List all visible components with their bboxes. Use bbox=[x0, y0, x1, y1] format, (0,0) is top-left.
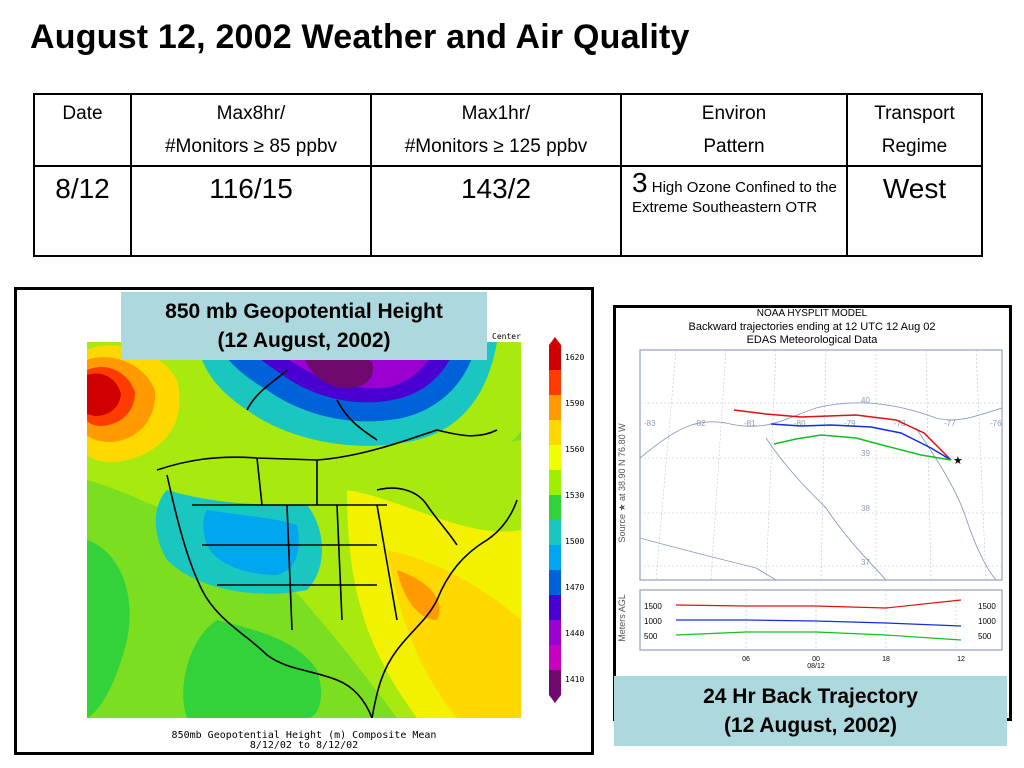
trajectory-label-line2: (12 August, 2002) bbox=[723, 714, 898, 737]
colorbar-tick-label: 1530 bbox=[565, 491, 584, 500]
environ-text: High Ozone Confined to the Extreme South… bbox=[632, 179, 837, 216]
height-level-label: 1000 bbox=[644, 617, 662, 626]
cell-environ: 3 High Ozone Confined to the Extreme Sou… bbox=[620, 165, 848, 257]
map-caption-line1: 850mb Geopotential Height (m) Composite … bbox=[172, 730, 437, 741]
page-title: August 12, 2002 Weather and Air Quality bbox=[30, 18, 690, 56]
traj-header-line3: EDAS Meteorological Data bbox=[747, 334, 879, 346]
trajectory-label-line1: 24 Hr Back Trajectory bbox=[703, 685, 918, 708]
colorbar-tick-label: 1470 bbox=[565, 583, 584, 592]
traj-header-line1: NOAA HYSPLIT MODEL bbox=[757, 308, 868, 319]
environ-number: 3 bbox=[632, 167, 648, 198]
colorbar-tick-label: 1560 bbox=[565, 445, 584, 454]
table-row: 8/12 116/15 143/2 3 High Ozone Confined … bbox=[33, 165, 983, 257]
colorbar-bottom-arrow bbox=[549, 695, 561, 703]
header-max8hr: Max8hr/#Monitors ≥ 85 ppbv bbox=[130, 93, 372, 167]
colorbar-tick-label: 1620 bbox=[565, 353, 584, 362]
map-label-line2: (12 August, 2002) bbox=[217, 329, 391, 352]
colorbar-segment bbox=[549, 570, 561, 595]
cell-max8hr: 116/15 bbox=[130, 165, 372, 257]
table-header-row: Date Max8hr/#Monitors ≥ 85 ppbv Max1hr/#… bbox=[33, 93, 983, 167]
map-label: 850 mb Geopotential Height (12 August, 2… bbox=[121, 292, 487, 360]
height-level-label: 1500 bbox=[644, 602, 662, 611]
height-level-label: 500 bbox=[978, 632, 992, 641]
header-max1hr: Max1hr/#Monitors ≥ 125 ppbv bbox=[370, 93, 622, 167]
colorbar-tick-label: 1500 bbox=[565, 537, 584, 546]
longitude-label: -81 bbox=[744, 419, 756, 428]
colorbar-tick-label: 1590 bbox=[565, 399, 584, 408]
time-label: 12 bbox=[957, 656, 965, 663]
trajectory-500m bbox=[773, 434, 952, 461]
cell-date: 8/12 bbox=[33, 165, 132, 257]
time-label: 06 bbox=[742, 656, 750, 663]
colorbar-segment bbox=[549, 670, 561, 695]
map-corner-text: Center bbox=[492, 332, 521, 341]
trajectory-plot: NOAA HYSPLIT MODEL Backward trajectories… bbox=[617, 308, 1003, 670]
height-level-label: 1000 bbox=[978, 617, 996, 626]
colorbar-top-arrow bbox=[549, 337, 561, 345]
cell-max1hr: 143/2 bbox=[370, 165, 622, 257]
colorbar-segment bbox=[549, 395, 561, 420]
colorbar-segment bbox=[549, 595, 561, 620]
colorbar-segment bbox=[549, 345, 561, 370]
map-label-line1: 850 mb Geopotential Height bbox=[165, 300, 443, 323]
header-environ: Environ Pattern bbox=[620, 93, 848, 167]
longitude-label: -79 bbox=[844, 419, 856, 428]
colorbar-segment bbox=[549, 370, 561, 395]
latitude-label: 39 bbox=[861, 449, 870, 458]
time-sublabel: 08/12 bbox=[807, 663, 825, 670]
colorbar-segment bbox=[549, 420, 561, 445]
longitude-label: -82 bbox=[694, 419, 706, 428]
longitude-label: -76 bbox=[990, 419, 1002, 428]
map-caption-line2: 8/12/02 to 8/12/02 bbox=[250, 740, 358, 751]
latitude-labels: 40 39 38 37 bbox=[861, 396, 870, 567]
latitude-label: 38 bbox=[861, 504, 870, 513]
colorbar-segment bbox=[549, 495, 561, 520]
colorbar: 1620 1590 1560 1530 1500 1470 1440 1410 bbox=[549, 337, 584, 703]
height-level-label: 500 bbox=[644, 632, 658, 641]
longitude-label: -78 bbox=[894, 419, 906, 428]
geopotential-map-panel: 1620 1590 1560 1530 1500 1470 1440 1410 Center … bbox=[14, 287, 594, 755]
header-transport: Transport Regime bbox=[846, 93, 983, 167]
latitude-label: 40 bbox=[861, 396, 870, 405]
height-level-label: 1500 bbox=[978, 602, 996, 611]
longitude-labels: -83 -82 -81 -80 -79 -78 -77 -76 bbox=[644, 419, 1002, 428]
cell-transport: West bbox=[846, 165, 983, 257]
colorbar-segment bbox=[549, 645, 561, 670]
time-label: 18 bbox=[882, 656, 890, 663]
height-trace-500m bbox=[675, 631, 962, 641]
height-level-labels: 1500 1500 1000 1000 500 500 bbox=[644, 602, 996, 641]
height-trace-1500m bbox=[675, 599, 962, 609]
longitude-label: -77 bbox=[944, 419, 956, 428]
colorbar-segment bbox=[549, 520, 561, 545]
trajectory-1500m bbox=[733, 409, 952, 461]
header-date: Date bbox=[33, 93, 132, 167]
trajectory-panel: NOAA HYSPLIT MODEL Backward trajectories… bbox=[613, 305, 1012, 721]
colorbar-tick-label: 1440 bbox=[565, 629, 584, 638]
colorbar-segment bbox=[549, 470, 561, 495]
traj-source-label: Source ★ at 38.90 N 76.80 W bbox=[617, 423, 627, 543]
trajectory-label: 24 Hr Back Trajectory (12 August, 2002) bbox=[614, 676, 1007, 746]
time-label: 00 bbox=[812, 656, 820, 663]
height-trace-1000m bbox=[676, 619, 962, 627]
time-labels: 06 00 18 12 bbox=[742, 656, 965, 663]
traj-header-line2: Backward trajectories ending at 12 UTC 1… bbox=[688, 321, 935, 333]
latitude-label: 37 bbox=[861, 558, 870, 567]
colorbar-segment bbox=[549, 545, 561, 570]
height-axis-label: Meters AGL bbox=[617, 594, 627, 642]
source-star-icon: ★ bbox=[953, 455, 963, 467]
summary-table: Date Max8hr/#Monitors ≥ 85 ppbv Max1hr/#… bbox=[33, 93, 983, 257]
colorbar-segment bbox=[549, 620, 561, 645]
longitude-label: -80 bbox=[794, 419, 806, 428]
longitude-label: -83 bbox=[644, 419, 656, 428]
trajectory-1000m bbox=[770, 423, 952, 461]
colorbar-tick-label: 1410 bbox=[565, 675, 584, 684]
colorbar-segment bbox=[549, 445, 561, 470]
